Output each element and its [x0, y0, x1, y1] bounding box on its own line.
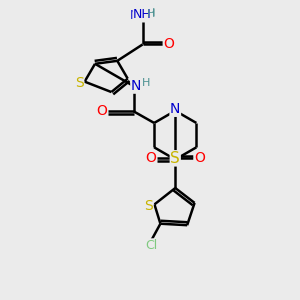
Text: S: S: [75, 76, 84, 90]
Text: NH: NH: [133, 8, 152, 21]
Text: O: O: [146, 151, 156, 165]
Text: O: O: [194, 151, 205, 165]
Text: H: H: [142, 78, 150, 88]
Text: O: O: [96, 104, 107, 118]
Text: O: O: [163, 38, 174, 52]
Text: S: S: [144, 199, 153, 213]
Text: H: H: [147, 9, 156, 19]
Text: N: N: [131, 79, 141, 93]
Text: NH: NH: [130, 9, 149, 22]
Text: N: N: [170, 102, 181, 116]
Text: Cl: Cl: [146, 239, 158, 252]
Text: H: H: [147, 8, 155, 18]
Text: S: S: [170, 151, 180, 166]
